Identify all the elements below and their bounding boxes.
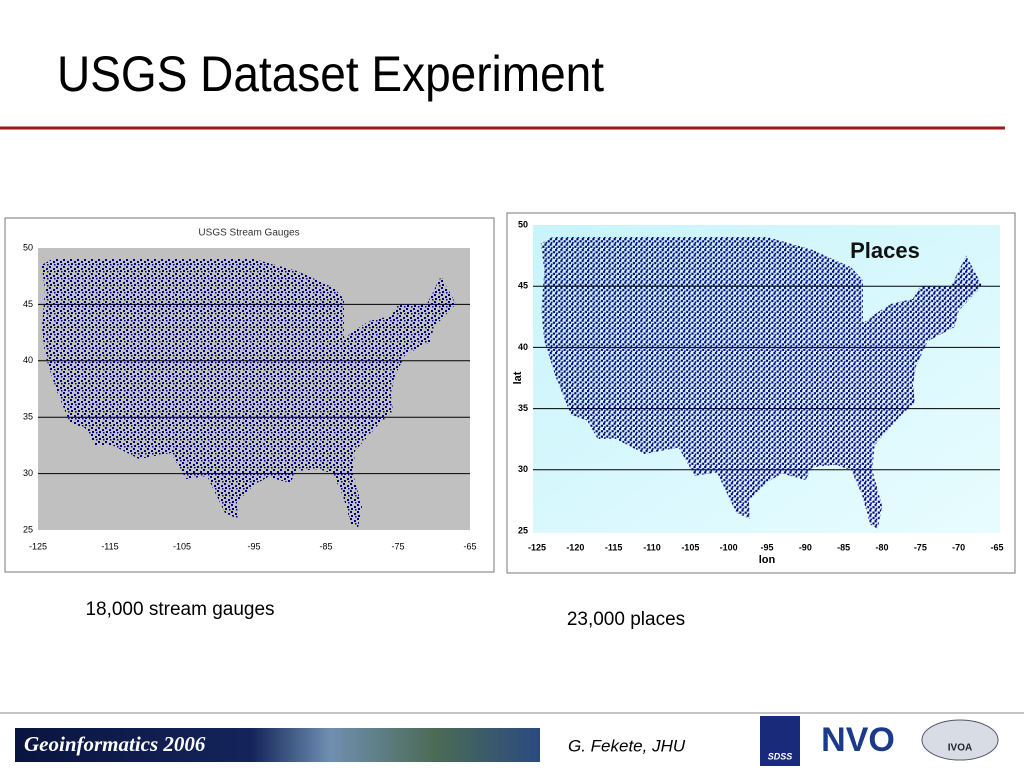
event-name: Geoinformatics 2006 [24,732,206,756]
x-tick-label: -120 [566,542,584,552]
x-tick-label: -115 [605,542,623,552]
y-tick-label: 25 [23,524,33,534]
x-tick-label: -85 [319,541,332,551]
y-tick-label: 35 [23,412,33,422]
slide-title: USGS Dataset Experiment [57,47,604,102]
x-tick-label: -90 [799,542,812,552]
y-tick-label: 35 [518,403,528,413]
y-tick-label: 30 [518,464,528,474]
x-tick-label: -95 [760,542,773,552]
figure-caption: 18,000 stream gauges [85,599,274,620]
x-tick-label: -70 [952,542,965,552]
x-tick-label: -95 [247,541,260,551]
y-tick-label: 40 [23,355,33,365]
y-tick-label: 25 [518,525,528,535]
y-axis-label: lat [512,371,524,384]
logo: IVOA [948,743,972,754]
y-tick-label: 40 [518,342,528,352]
y-tick-label: 45 [518,281,528,291]
x-tick-label: -105 [681,542,699,552]
figure-caption: 23,000 places [567,609,685,630]
x-tick-label: -110 [643,542,661,552]
y-tick-label: 30 [23,468,33,478]
x-tick-label: -100 [720,542,738,552]
x-tick-label: -65 [463,541,476,551]
logo: NVO [821,721,895,759]
x-tick-label: -125 [528,542,546,552]
x-tick-label: -65 [990,542,1003,552]
x-tick-label: -75 [914,542,927,552]
logo: SDSS [768,751,793,761]
author: G. Fekete, JHU [568,736,686,755]
y-tick-label: 50 [23,242,33,252]
x-tick-label: -75 [391,541,404,551]
x-tick-label: -80 [875,542,888,552]
x-axis-label: lon [759,554,776,566]
x-tick-label: -115 [101,541,118,551]
x-tick-label: -105 [173,541,191,551]
x-tick-label: -85 [837,542,850,552]
y-tick-label: 45 [23,299,33,309]
figure-title: Places [850,238,920,263]
figure-title: USGS Stream Gauges [198,228,299,239]
x-tick-label: -125 [29,541,47,551]
logo-box [760,716,800,766]
y-tick-label: 50 [518,219,528,229]
event-banner [15,728,540,762]
logo-ring [921,719,999,761]
